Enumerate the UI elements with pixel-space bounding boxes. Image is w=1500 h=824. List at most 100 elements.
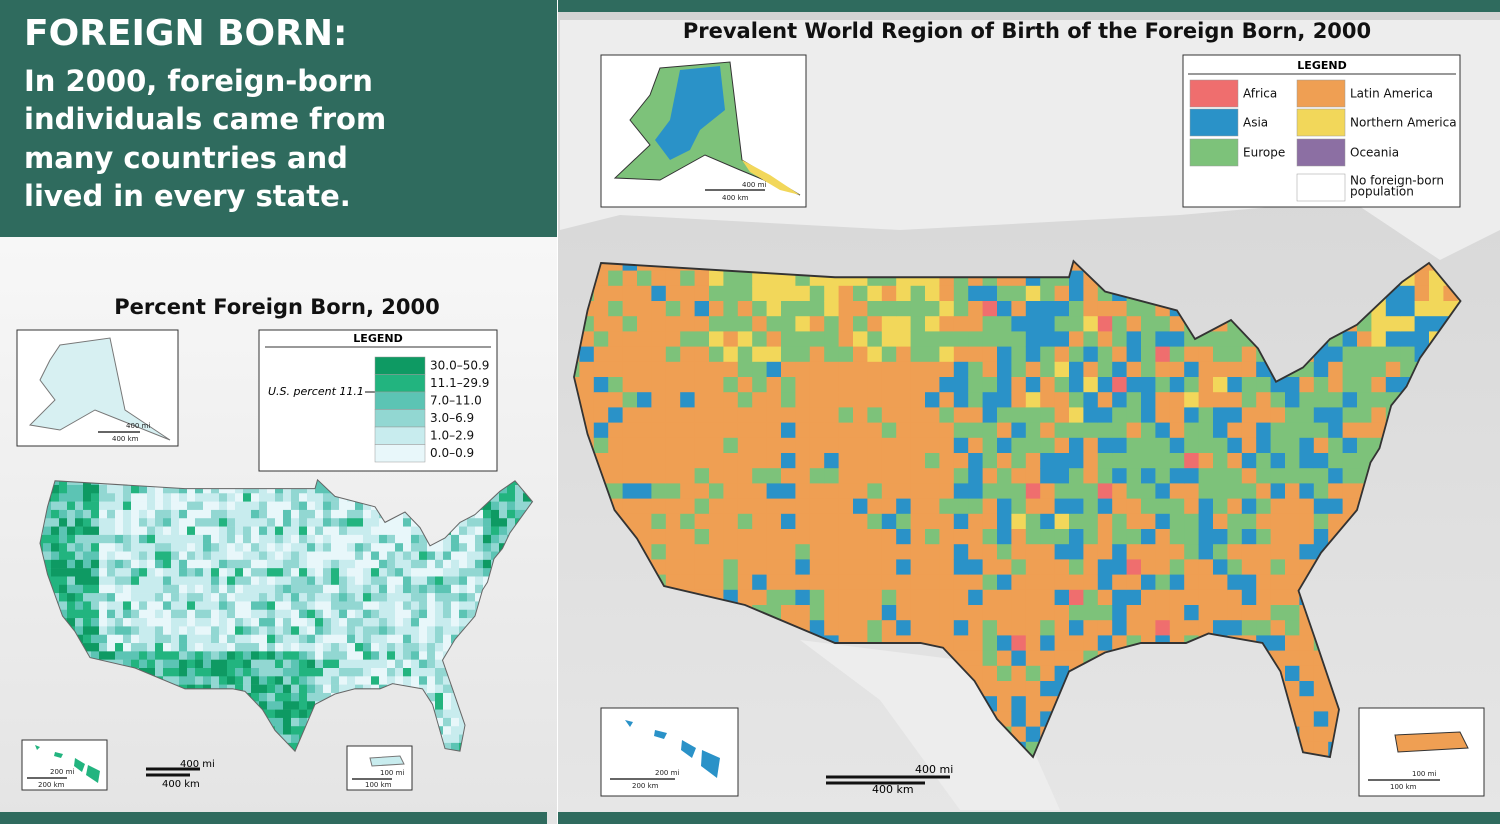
county-cell [1011, 453, 1027, 469]
county-cell [99, 634, 108, 644]
county-cell [227, 559, 236, 569]
county-cell [867, 498, 883, 515]
county-cell [251, 534, 260, 544]
county-cell [795, 468, 811, 484]
county-cell [163, 543, 172, 552]
county-cell [75, 551, 84, 561]
county-cell [593, 346, 609, 363]
county-cell [243, 559, 252, 569]
county-cell [1241, 422, 1257, 439]
county-cell [1371, 361, 1387, 378]
county-cell [665, 346, 681, 363]
county-cell [307, 484, 316, 494]
county-cell [403, 659, 412, 669]
county-cell [925, 361, 940, 378]
county-cell [123, 651, 132, 660]
county-cell [339, 559, 348, 569]
county-cell [1256, 559, 1272, 576]
county-cell [1083, 361, 1099, 378]
county-cell [1011, 392, 1027, 408]
county-cell [179, 643, 188, 652]
county-cell [67, 493, 76, 502]
county-cell [1313, 437, 1329, 454]
county-cell [1141, 407, 1156, 424]
county-cell [299, 684, 308, 694]
county-cell [371, 559, 380, 569]
county-cell [131, 626, 140, 635]
county-cell [1414, 316, 1430, 332]
county-cell [968, 301, 984, 317]
county-cell [694, 422, 710, 439]
county-cell [1184, 589, 1200, 606]
county-cell [910, 483, 926, 500]
county-cell [709, 574, 724, 591]
county-cell [195, 551, 204, 561]
county-cell [896, 361, 912, 378]
county-cell [608, 285, 624, 302]
county-cell [939, 620, 955, 636]
county-cell [1313, 392, 1329, 408]
county-cell [795, 331, 811, 348]
county-cell [219, 518, 228, 527]
county-cell [723, 468, 739, 484]
county-cell [752, 301, 768, 317]
county-cell [467, 576, 476, 586]
county-cell [968, 407, 984, 424]
county-cell [363, 584, 372, 594]
county-cell [67, 576, 76, 586]
county-cell [523, 501, 532, 511]
county-cell [43, 509, 52, 519]
county-cell [1342, 331, 1358, 348]
county-cell [1184, 544, 1200, 560]
county-cell [1299, 696, 1315, 712]
county-cell [1198, 559, 1214, 576]
county-cell [824, 346, 840, 363]
county-cell [1241, 605, 1257, 621]
county-cell [1054, 544, 1070, 560]
county-cell [1299, 453, 1315, 469]
county-cell [235, 534, 244, 544]
county-cell [1112, 605, 1128, 621]
county-cell [838, 392, 854, 408]
county-cell [737, 407, 753, 424]
county-cell [299, 509, 308, 519]
county-cell [115, 559, 124, 569]
county-cell [443, 618, 452, 627]
county-cell [637, 316, 652, 332]
county-cell [1256, 513, 1272, 530]
county-cell [1414, 301, 1430, 317]
county-cell [43, 526, 52, 536]
county-cell [925, 331, 940, 348]
county-cell [680, 574, 696, 591]
scale-label: 400 km [162, 779, 200, 790]
county-cell [483, 576, 492, 586]
county-cell [1083, 392, 1099, 408]
county-cell [355, 509, 364, 519]
county-cell [91, 543, 100, 552]
county-cell [403, 626, 412, 635]
county-cell [187, 543, 196, 552]
county-cell [275, 692, 284, 702]
county-cell [1184, 361, 1200, 378]
county-cell [227, 543, 236, 552]
county-cell [1011, 513, 1027, 530]
county-cell [51, 501, 60, 511]
county-cell [299, 551, 308, 561]
county-cell [1357, 331, 1372, 348]
county-cell [766, 422, 782, 439]
county-cell [1299, 529, 1315, 545]
county-cell [291, 726, 300, 735]
county-cell [910, 422, 926, 439]
county-cell [1040, 301, 1056, 317]
county-cell [123, 568, 132, 577]
county-cell [1097, 468, 1113, 484]
county-cell [1213, 437, 1228, 454]
county-cell [347, 659, 356, 669]
county-cell [1025, 453, 1041, 469]
county-cell [291, 559, 300, 569]
county-cell [997, 468, 1012, 484]
county-cell [1299, 392, 1315, 408]
county-cell [853, 498, 868, 515]
county-cell [1069, 422, 1084, 439]
county-cell [123, 609, 132, 619]
